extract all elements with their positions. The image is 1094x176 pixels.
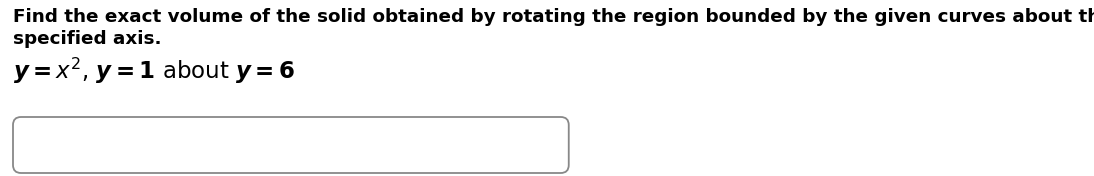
Text: Find the exact volume of the solid obtained by rotating the region bounded by th: Find the exact volume of the solid obtai… [13,8,1094,26]
Text: specified axis.: specified axis. [13,30,162,48]
FancyBboxPatch shape [13,117,569,173]
Text: $\boldsymbol{y = x^2}$, $\boldsymbol{y = 1}$ about $\boldsymbol{y = 6}$: $\boldsymbol{y = x^2}$, $\boldsymbol{y =… [13,56,295,86]
